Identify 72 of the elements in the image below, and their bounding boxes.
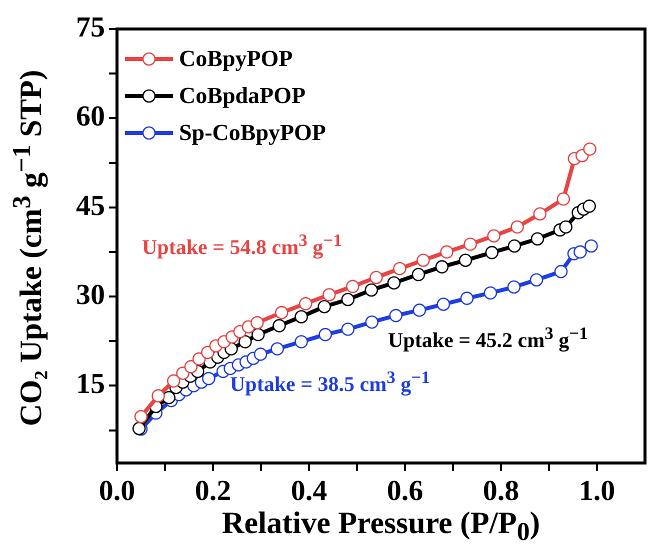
point	[270, 342, 284, 356]
point	[294, 310, 308, 324]
point	[387, 276, 401, 290]
point	[507, 280, 521, 294]
point	[436, 298, 450, 311]
point	[341, 322, 355, 336]
point	[556, 192, 570, 206]
point	[559, 220, 572, 234]
point	[416, 254, 430, 267]
point	[582, 200, 596, 213]
legend-label: CoBpyPOP	[179, 46, 293, 71]
legend-label: CoBpdaPOP	[179, 82, 306, 108]
x-tick-label: 0.0	[98, 474, 136, 507]
point	[464, 238, 477, 251]
x-tick-label: 0.2	[194, 474, 232, 507]
point	[134, 410, 148, 424]
point	[389, 308, 403, 322]
point	[152, 389, 165, 402]
point	[440, 245, 454, 259]
x-tick-label: 0.4	[290, 474, 328, 507]
y-tick-label: 75	[76, 11, 105, 44]
point	[238, 335, 252, 348]
point	[530, 273, 544, 287]
point	[272, 319, 286, 332]
point	[202, 372, 216, 386]
point	[510, 220, 524, 234]
point	[370, 270, 383, 284]
point	[412, 268, 426, 282]
point	[201, 346, 214, 360]
point	[393, 262, 406, 276]
point	[484, 286, 498, 300]
annotation: Uptake = 45.2 cm$^{3}$ g$^{−1}$	[388, 323, 588, 353]
point	[365, 315, 379, 329]
annotation: Uptake = 54.8 cm$^{3}$ g$^{−1}$	[142, 230, 342, 260]
point	[318, 328, 332, 342]
point	[485, 246, 499, 260]
point	[341, 292, 355, 306]
legend-label: Sp-CoBpyPOP	[179, 120, 326, 145]
point	[254, 348, 268, 361]
point	[322, 288, 336, 302]
y-tick-label: 60	[76, 100, 105, 133]
y-tick-label: 30	[76, 279, 105, 312]
point	[318, 300, 332, 314]
point	[298, 297, 312, 310]
point	[364, 283, 378, 297]
y-tick-label: 45	[76, 190, 105, 222]
point	[584, 239, 598, 253]
point	[533, 207, 547, 221]
point	[583, 142, 596, 156]
point	[435, 260, 449, 274]
x-axis-title: Relative Pressure (P/P$_{0}$)	[220, 505, 542, 548]
x-tick-label: 0.6	[386, 474, 424, 507]
point	[274, 306, 288, 320]
point	[251, 328, 265, 342]
point	[508, 239, 522, 253]
point	[412, 304, 426, 317]
point	[458, 254, 472, 267]
y-tick-label: 15	[76, 368, 105, 400]
point	[530, 232, 544, 246]
point	[166, 374, 180, 388]
point	[184, 360, 198, 374]
point	[346, 280, 360, 294]
annotation: Uptake = 38.5 cm$^{3}$ g$^{−1}$	[230, 367, 430, 397]
x-tick-label: 1.0	[578, 474, 616, 507]
point	[294, 335, 308, 348]
x-tick-label: 0.8	[482, 474, 520, 507]
point	[460, 292, 474, 305]
point	[250, 316, 264, 330]
point	[487, 229, 500, 243]
point	[574, 245, 587, 259]
point	[554, 264, 568, 278]
point	[192, 352, 206, 366]
